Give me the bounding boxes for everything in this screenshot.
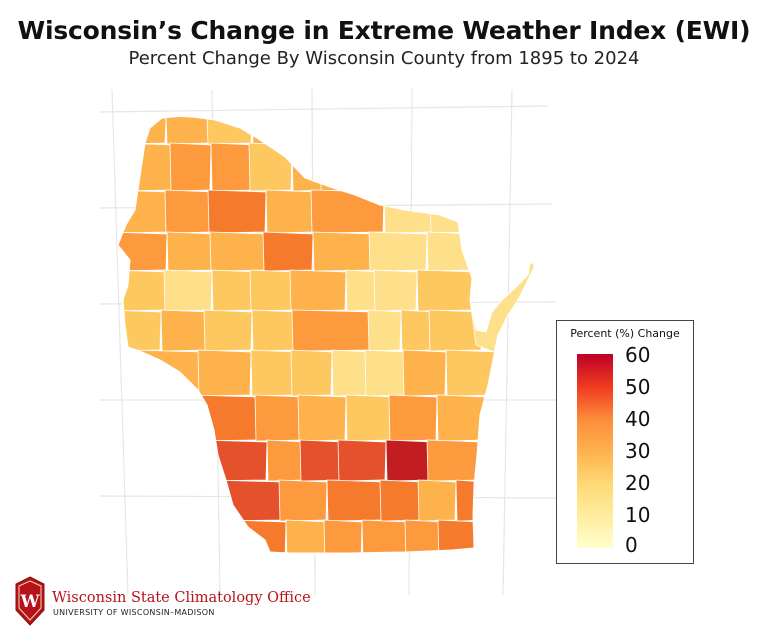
county: [469, 261, 535, 353]
county: [319, 142, 364, 192]
county: [388, 394, 438, 442]
county: [118, 189, 171, 234]
legend-tick: 50: [625, 375, 651, 399]
county: [383, 189, 436, 234]
county: [312, 231, 375, 272]
county-fills: [118, 116, 535, 553]
county: [262, 231, 314, 272]
county: [361, 519, 411, 553]
county: [118, 309, 162, 352]
county: [437, 519, 482, 553]
county: [164, 189, 214, 234]
legend-tick: 40: [625, 407, 651, 431]
legend-tick: 30: [625, 439, 651, 463]
county: [379, 479, 424, 522]
county: [251, 116, 296, 145]
logo-letter: W: [19, 592, 40, 612]
legend: Percent (%) Change 60 50 40 30 20 10 0: [556, 320, 694, 564]
county: [229, 519, 287, 553]
county: [364, 349, 409, 397]
county: [163, 269, 213, 312]
county: [265, 189, 317, 234]
county: [326, 479, 386, 522]
crest-logo-icon: W: [15, 576, 45, 626]
county: [323, 519, 363, 553]
county: [266, 439, 306, 482]
county: [207, 189, 267, 234]
county: [199, 439, 268, 482]
county: [429, 189, 474, 234]
county: [331, 349, 371, 397]
county: [169, 142, 212, 192]
county: [211, 269, 256, 312]
county: [345, 394, 395, 442]
county: [416, 269, 476, 312]
org-name: Wisconsin State Climatology Office: [52, 590, 311, 606]
legend-tick: 0: [625, 533, 638, 557]
county: [297, 394, 347, 442]
county: [209, 479, 285, 522]
county: [285, 519, 330, 553]
county: [118, 269, 170, 312]
county: [197, 349, 252, 397]
county: [118, 142, 176, 192]
county: [290, 349, 333, 397]
county: [254, 394, 304, 442]
county: [250, 349, 297, 397]
county: [289, 116, 334, 145]
county: [404, 519, 444, 553]
county: [417, 479, 457, 522]
county: [291, 309, 374, 352]
map-subtitle: Percent Change By Wisconsin County from …: [128, 48, 640, 69]
county: [160, 309, 210, 352]
county: [385, 439, 433, 482]
legend-color-bar: [577, 354, 613, 548]
county: [189, 394, 261, 442]
county: [249, 269, 296, 312]
map-title: Wisconsin’s Change in Extreme Weather In…: [17, 16, 751, 45]
county: [455, 479, 485, 522]
county: [337, 439, 387, 482]
county: [299, 439, 344, 482]
legend-title: Percent (%) Change: [570, 327, 680, 340]
county: [373, 269, 418, 312]
legend-tick: 10: [625, 503, 651, 527]
county: [368, 231, 428, 272]
county: [209, 231, 269, 272]
county: [165, 116, 213, 145]
county: [210, 142, 255, 192]
county: [129, 349, 204, 397]
county: [251, 309, 298, 352]
county: [289, 269, 347, 312]
county: [428, 309, 483, 352]
county: [248, 142, 293, 192]
legend-tick: 20: [625, 471, 651, 495]
county: [310, 189, 385, 234]
county: [166, 231, 216, 272]
legend-tick: 60: [625, 343, 651, 367]
county: [203, 309, 253, 352]
org-subname: UNIVERSITY OF WISCONSIN–MADISON: [53, 608, 215, 617]
county: [436, 394, 486, 442]
county: [426, 439, 483, 482]
county: [367, 309, 402, 352]
county: [402, 349, 447, 397]
county: [278, 479, 328, 522]
county: [445, 349, 500, 397]
